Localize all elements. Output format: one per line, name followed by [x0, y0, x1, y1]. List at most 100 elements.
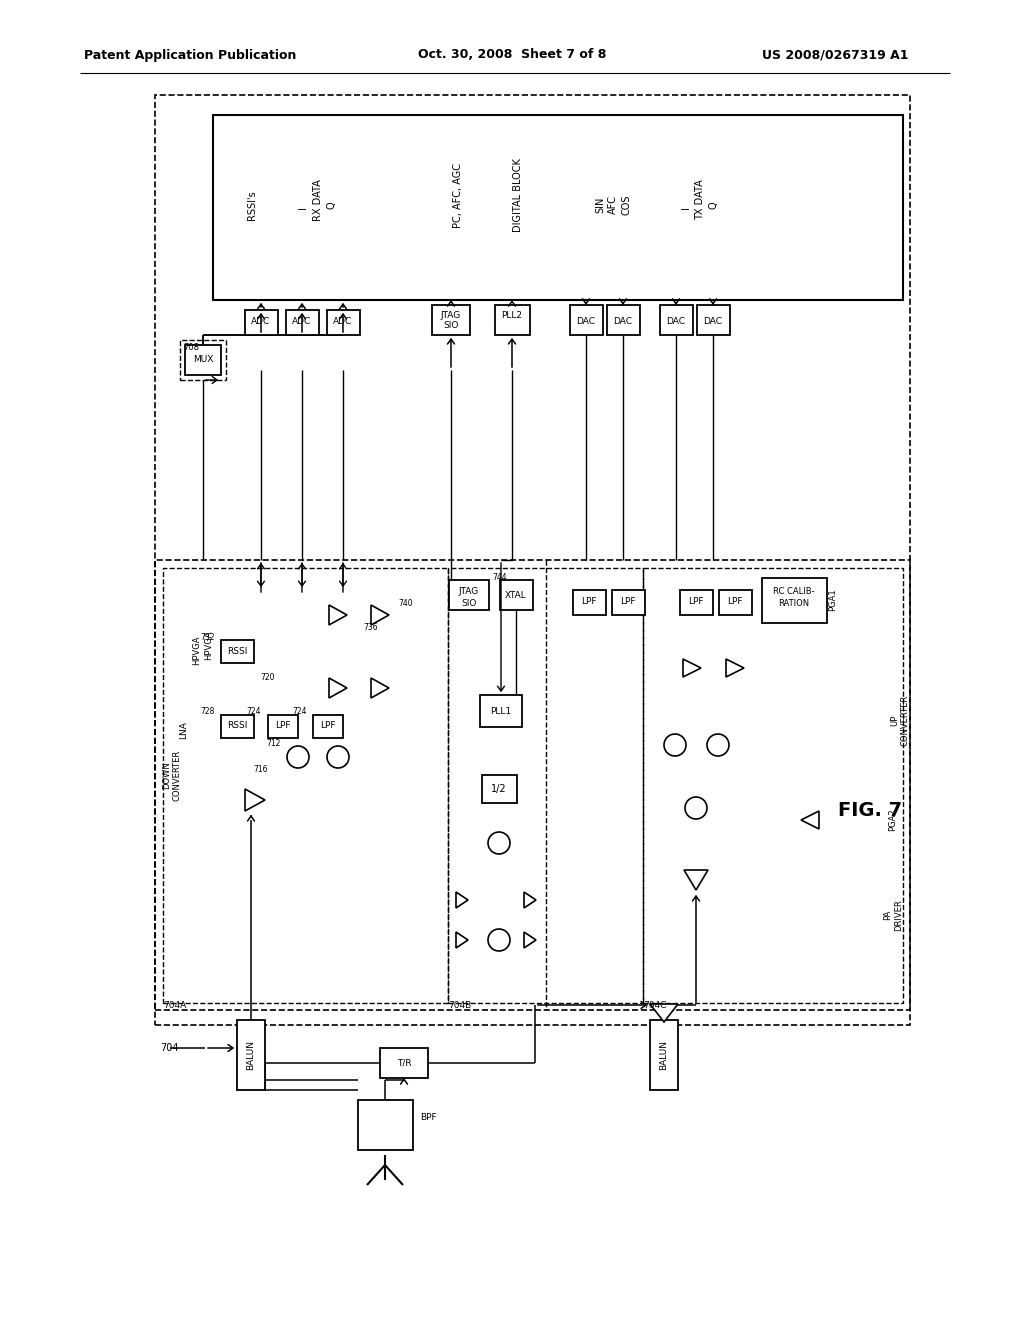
Bar	[327, 310, 360, 335]
Text: DAC: DAC	[703, 318, 723, 326]
Bar	[482, 775, 517, 803]
Bar	[268, 715, 298, 738]
Bar	[432, 305, 470, 335]
Polygon shape	[329, 605, 347, 624]
Polygon shape	[245, 789, 265, 810]
Text: T/R: T/R	[396, 1059, 412, 1068]
Bar	[221, 715, 254, 738]
Text: DIGITAL BLOCK: DIGITAL BLOCK	[513, 158, 523, 232]
Bar	[449, 568, 643, 1003]
Text: COS: COS	[621, 195, 631, 215]
Bar	[719, 590, 752, 615]
Text: PLL1: PLL1	[490, 706, 512, 715]
Circle shape	[287, 746, 309, 768]
Bar	[380, 1048, 428, 1078]
Bar	[221, 640, 254, 663]
Text: RATION: RATION	[778, 598, 810, 607]
Text: Oct. 30, 2008  Sheet 7 of 8: Oct. 30, 2008 Sheet 7 of 8	[418, 49, 606, 62]
Text: BALUN: BALUN	[659, 1040, 669, 1071]
Circle shape	[488, 832, 510, 854]
Text: 704C: 704C	[643, 1001, 667, 1010]
Text: Patent Application Publication: Patent Application Publication	[84, 49, 296, 62]
Text: 724: 724	[247, 708, 261, 717]
Bar	[163, 568, 449, 1003]
Text: LPF: LPF	[688, 598, 703, 606]
Text: 720: 720	[260, 673, 274, 682]
Text: MUX: MUX	[193, 355, 213, 364]
Text: Q: Q	[709, 201, 719, 209]
Bar	[500, 579, 534, 610]
Bar	[612, 590, 645, 615]
Text: LPF: LPF	[582, 598, 597, 606]
Text: 724: 724	[293, 708, 307, 717]
Text: 704B: 704B	[449, 1001, 471, 1010]
Text: JTAG: JTAG	[441, 312, 461, 321]
Bar	[762, 578, 827, 623]
Text: PC, AFC, AGC: PC, AFC, AGC	[453, 162, 463, 227]
Polygon shape	[456, 932, 468, 948]
Text: RC CALIB-: RC CALIB-	[773, 587, 815, 597]
Polygon shape	[371, 678, 389, 698]
Bar	[607, 305, 640, 335]
Text: LPF: LPF	[275, 722, 291, 730]
Text: FIG. 7: FIG. 7	[838, 800, 902, 820]
Text: 744: 744	[492, 573, 507, 582]
Polygon shape	[683, 659, 701, 677]
Bar	[286, 310, 319, 335]
Text: 732: 732	[201, 632, 215, 642]
Bar	[313, 715, 343, 738]
Bar	[480, 696, 522, 727]
Text: SIO: SIO	[443, 321, 459, 330]
Circle shape	[488, 929, 510, 950]
Text: RX DATA: RX DATA	[313, 180, 323, 220]
Polygon shape	[801, 810, 819, 829]
Polygon shape	[726, 659, 744, 677]
Polygon shape	[684, 870, 708, 890]
Bar	[573, 590, 606, 615]
Bar	[495, 305, 530, 335]
Circle shape	[327, 746, 349, 768]
Text: LPF: LPF	[621, 598, 636, 606]
Text: 712: 712	[266, 739, 281, 748]
Text: DAC: DAC	[577, 318, 596, 326]
Text: PA
DRIVER: PA DRIVER	[884, 899, 903, 931]
Bar	[680, 590, 713, 615]
Text: 740: 740	[398, 598, 413, 607]
Circle shape	[664, 734, 686, 756]
Text: LNA: LNA	[179, 721, 188, 739]
Text: PGA2: PGA2	[889, 809, 897, 832]
Polygon shape	[456, 892, 468, 908]
Text: ADC: ADC	[251, 318, 270, 326]
Text: 728: 728	[201, 708, 215, 717]
Text: 736: 736	[362, 623, 378, 632]
Text: LPF: LPF	[727, 598, 742, 606]
Bar	[643, 568, 903, 1003]
Text: PGA1: PGA1	[828, 589, 838, 611]
Text: RSSI: RSSI	[226, 647, 247, 656]
Text: HPVGA: HPVGA	[205, 630, 213, 660]
Polygon shape	[524, 892, 536, 908]
Text: RSSI: RSSI	[226, 722, 247, 730]
Bar	[570, 305, 603, 335]
Circle shape	[685, 797, 707, 818]
Text: SIO: SIO	[462, 598, 477, 607]
Text: DOWN
CONVERTER: DOWN CONVERTER	[162, 750, 181, 801]
Text: JTAG: JTAG	[459, 587, 479, 597]
Text: 704: 704	[160, 1043, 178, 1053]
Text: 716: 716	[254, 766, 268, 775]
Text: 704A: 704A	[163, 1001, 186, 1010]
Text: BALUN: BALUN	[247, 1040, 256, 1071]
Text: AFC: AFC	[608, 195, 618, 214]
Polygon shape	[371, 605, 389, 624]
Text: XTAL: XTAL	[505, 590, 527, 599]
Polygon shape	[524, 932, 536, 948]
Text: LPF: LPF	[321, 722, 336, 730]
Bar	[185, 345, 221, 375]
Text: TX DATA: TX DATA	[695, 180, 705, 220]
Bar	[213, 115, 903, 300]
Text: RSSI's: RSSI's	[247, 190, 257, 220]
Polygon shape	[329, 678, 347, 698]
Bar	[358, 1100, 413, 1150]
Text: ADC: ADC	[334, 318, 352, 326]
Bar	[245, 310, 278, 335]
